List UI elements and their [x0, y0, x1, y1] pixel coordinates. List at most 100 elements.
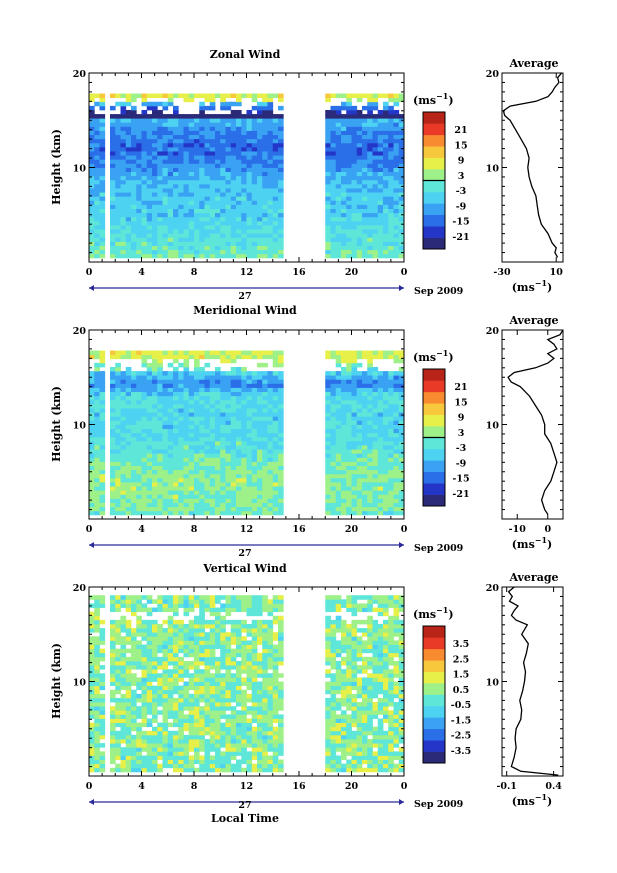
- heatmap-cell: [188, 142, 195, 148]
- heatmap-cell: [152, 424, 158, 430]
- heatmap-cell: [351, 375, 358, 380]
- heatmap-cell: [162, 212, 169, 218]
- heatmap-cell: [131, 253, 137, 259]
- heatmap-cell: [157, 159, 163, 164]
- heatmap-cell: [199, 204, 205, 209]
- zonal-wind-date-axis: [89, 285, 404, 291]
- heatmap-cell: [215, 432, 221, 438]
- heatmap-cell: [362, 241, 368, 246]
- heatmap-cell: [146, 179, 153, 185]
- heatmap-cell: [146, 510, 153, 516]
- heatmap-cell: [110, 632, 116, 637]
- heatmap-cell: [89, 159, 95, 164]
- heatmap-cell: [89, 457, 95, 462]
- heatmap-cell: [131, 636, 137, 641]
- heatmap-cell: [110, 379, 116, 384]
- heatmap-cell: [241, 183, 247, 189]
- heatmap-cell: [362, 403, 368, 409]
- heatmap-cell: [125, 126, 132, 131]
- heatmap-cell: [388, 130, 394, 136]
- heatmap-cell: [330, 412, 337, 417]
- heatmap-cell: [120, 506, 127, 512]
- heatmap-cell: [230, 192, 237, 197]
- heatmap-cell: [167, 428, 174, 434]
- x-tick-label: 0: [86, 267, 93, 278]
- heatmap-cell: [125, 461, 132, 466]
- heatmap-cell: [136, 212, 142, 218]
- heatmap-cell: [99, 502, 106, 508]
- heatmap-cell: [335, 424, 342, 430]
- heatmap-cell: [241, 510, 247, 516]
- heatmap-cell: [262, 354, 268, 360]
- heatmap-cell: [152, 432, 158, 438]
- heatmap-cell: [131, 677, 137, 682]
- heatmap-cell: [351, 416, 358, 421]
- heatmap-cell: [162, 126, 169, 131]
- heatmap-cell: [372, 146, 379, 152]
- heatmap-cell: [110, 155, 116, 160]
- heatmap-cell: [225, 391, 232, 397]
- heatmap-cell: [398, 229, 405, 234]
- heatmap-cell: [146, 126, 153, 131]
- heatmap-cell: [173, 755, 179, 760]
- heatmap-cell: [157, 412, 163, 417]
- heatmap-cell: [225, 171, 232, 177]
- heatmap-cell: [367, 494, 373, 499]
- heatmap-cell: [157, 416, 163, 421]
- heatmap-cell: [272, 420, 279, 425]
- heatmap-cell: [178, 623, 184, 629]
- heatmap-cell: [131, 506, 137, 512]
- heatmap-cell: [146, 171, 153, 177]
- heatmap-cell: [183, 486, 190, 491]
- heatmap-cell: [173, 473, 179, 479]
- heatmap-cell: [167, 714, 174, 719]
- heatmap-cell: [393, 453, 400, 458]
- heatmap-cell: [356, 220, 363, 226]
- heatmap-cell: [125, 391, 132, 397]
- heatmap-cell: [204, 138, 211, 144]
- heatmap-cell: [272, 208, 279, 214]
- heatmap-cell: [356, 490, 363, 495]
- heatmap-cell: [330, 375, 337, 380]
- heatmap-cell: [162, 673, 169, 678]
- heatmap-cell: [215, 498, 221, 503]
- heatmap-cell: [94, 424, 100, 430]
- heatmap-cell: [89, 220, 95, 226]
- heatmap-cell: [162, 375, 169, 380]
- heatmap-cell: [204, 371, 211, 376]
- heatmap-cell: [272, 225, 279, 230]
- heatmap-cell: [367, 490, 373, 495]
- heatmap-cell: [335, 490, 342, 495]
- heatmap-cell: [89, 216, 95, 222]
- heatmap-cell: [251, 97, 258, 103]
- heatmap-cell: [356, 225, 363, 230]
- heatmap-cell: [209, 118, 216, 123]
- heatmap-cell: [388, 163, 394, 168]
- heatmap-cell: [346, 183, 352, 189]
- heatmap-cell: [99, 506, 106, 512]
- heatmap-cell: [125, 151, 132, 156]
- heatmap-cell: [341, 469, 347, 475]
- heatmap-cell: [257, 473, 263, 479]
- heatmap-cell: [230, 391, 237, 397]
- heatmap-cell: [173, 673, 179, 678]
- heatmap-cell: [388, 204, 394, 209]
- heatmap-cell: [383, 237, 389, 242]
- heatmap-cell: [115, 391, 121, 397]
- heatmap-cell: [246, 420, 253, 425]
- heatmap-cell: [162, 730, 169, 736]
- heatmap-cell: [115, 118, 121, 123]
- heatmap-cell: [209, 350, 216, 356]
- heatmap-cell: [199, 350, 205, 356]
- heatmap-cell: [94, 449, 100, 454]
- heatmap-cell: [173, 506, 179, 512]
- heatmap-cell: [136, 204, 142, 209]
- heatmap-cell: [131, 755, 137, 760]
- heatmap-cell: [335, 241, 342, 246]
- heatmap-cell: [330, 179, 337, 185]
- heatmap-cell: [167, 656, 174, 662]
- heatmap-cell: [94, 681, 100, 687]
- heatmap-cell: [178, 375, 184, 380]
- heatmap-cell: [367, 118, 373, 123]
- heatmap-cell: [89, 354, 95, 360]
